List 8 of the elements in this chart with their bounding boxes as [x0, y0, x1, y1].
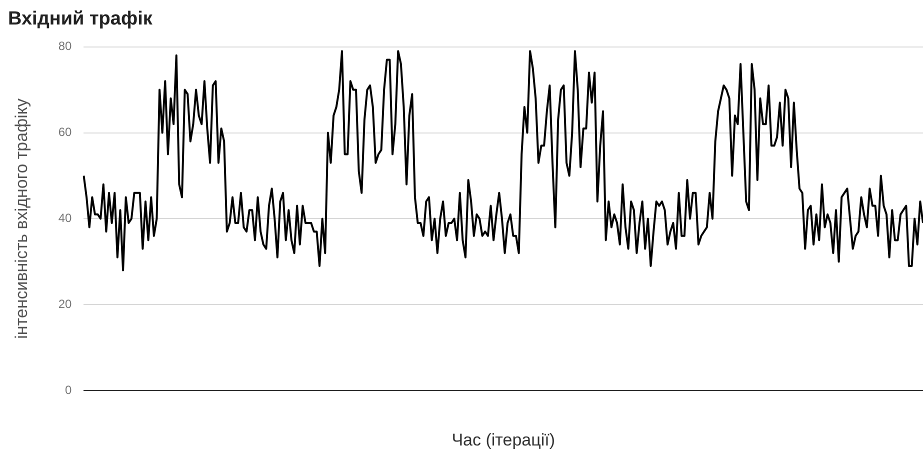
y-tick-label: 60 — [58, 125, 72, 140]
y-tick-label: 80 — [58, 39, 72, 54]
x-axis-title: Час (ітерації) — [452, 430, 556, 450]
chart-title: Вхідний трафік — [8, 8, 153, 30]
y-tick-label: 20 — [58, 296, 72, 311]
y-axis-title: інтенсивність вхідного трафіку — [12, 98, 31, 339]
y-tick-label: 40 — [58, 211, 72, 226]
y-tick-label: 0 — [65, 382, 72, 397]
